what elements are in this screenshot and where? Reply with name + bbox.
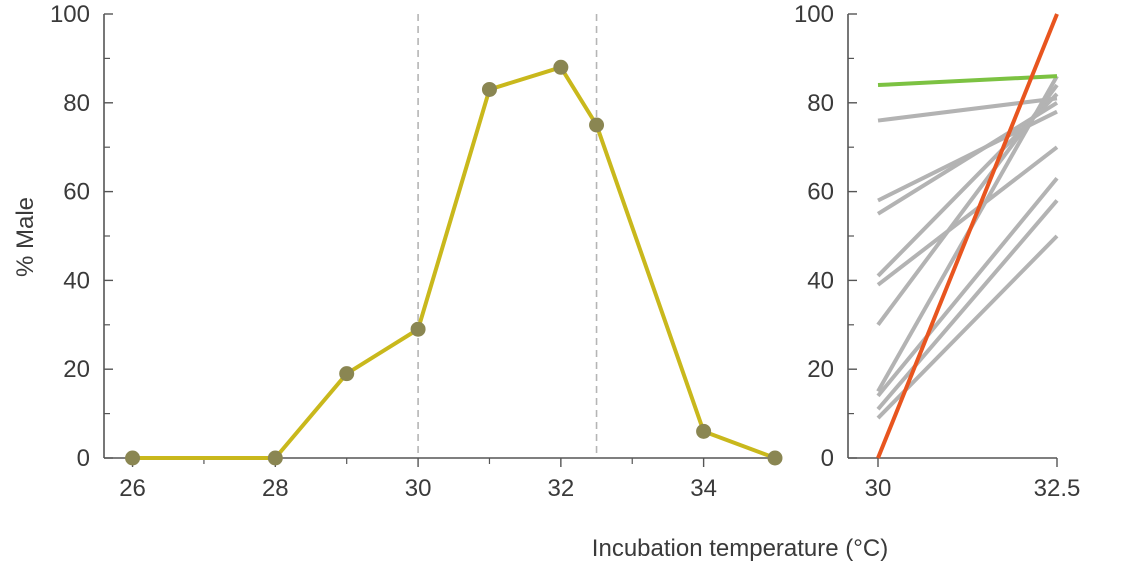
x-tick-label: 30 xyxy=(865,475,892,502)
y-tick-label: 20 xyxy=(63,356,90,383)
data-point xyxy=(696,423,712,439)
data-point xyxy=(767,450,783,466)
series-line xyxy=(876,199,1059,411)
y-tick-label: 60 xyxy=(63,179,90,206)
data-point xyxy=(125,450,141,466)
y-tick-label: 0 xyxy=(77,445,90,472)
y-tick-label: 80 xyxy=(807,90,834,117)
y-tick-label: 80 xyxy=(63,90,90,117)
x-tick-label: 32.5 xyxy=(1034,475,1081,502)
y-tick-label: 40 xyxy=(807,267,834,294)
y-tick-label: 20 xyxy=(807,356,834,383)
data-point xyxy=(410,321,426,337)
x-tick-label: 28 xyxy=(262,475,289,502)
series-line xyxy=(877,96,1058,123)
series-line xyxy=(132,65,776,460)
data-point xyxy=(553,59,569,75)
data-point xyxy=(481,81,497,97)
y-tick-label: 100 xyxy=(794,1,834,28)
y-axis-label: % Male xyxy=(12,197,39,277)
y-tick-label: 0 xyxy=(821,445,834,472)
x-tick-label: 30 xyxy=(405,475,432,502)
x-axis-label: Incubation temperature (°C) xyxy=(592,535,888,562)
series-line xyxy=(876,101,1059,216)
x-tick-label: 34 xyxy=(690,475,717,502)
data-point xyxy=(339,366,355,382)
series-line xyxy=(876,145,1059,287)
right-panel-slope-lines: 0 20 40 60 80 100 30 32.5 xyxy=(794,1,1080,502)
data-point xyxy=(267,450,283,466)
series-line xyxy=(876,13,1059,459)
y-tick-label: 60 xyxy=(807,179,834,206)
data-point xyxy=(589,117,605,133)
series-line xyxy=(877,74,1058,88)
series-line xyxy=(876,177,1059,398)
y-tick-label: 100 xyxy=(50,1,90,28)
left-panel-temperature-curve: 0 20 40 60 80 100 26 28 30 32 34 xyxy=(50,1,783,502)
y-tick-label: 40 xyxy=(63,267,90,294)
x-tick-label: 32 xyxy=(547,475,574,502)
x-tick-label: 26 xyxy=(119,475,146,502)
